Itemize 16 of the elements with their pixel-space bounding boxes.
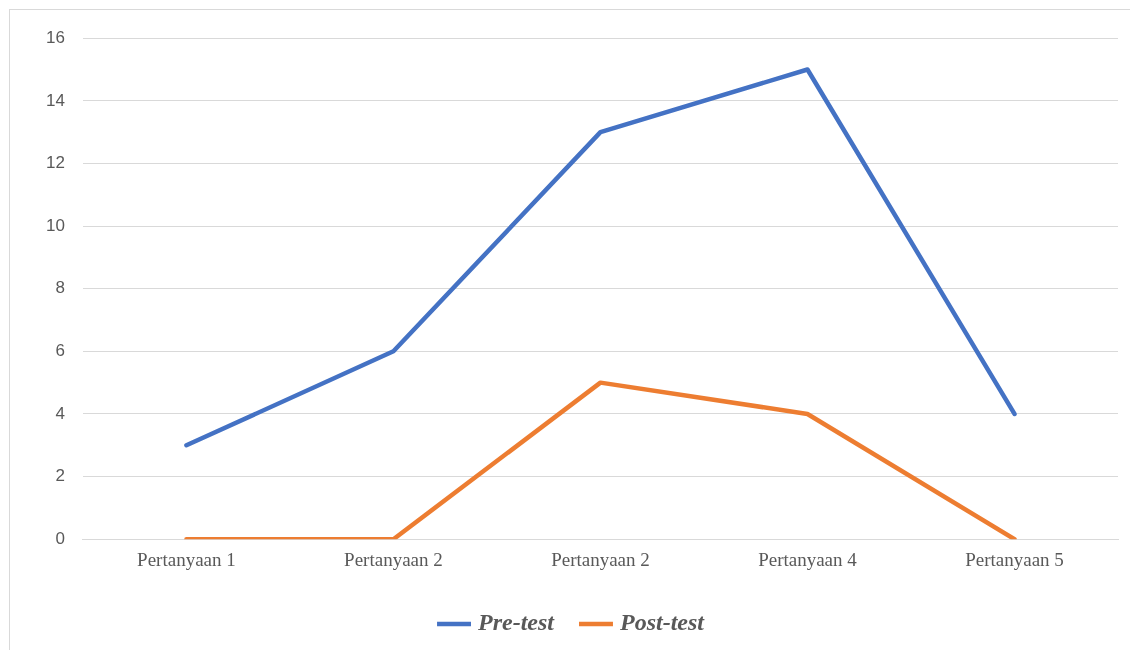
- y-tick-label: 0: [55, 528, 65, 548]
- y-tick-label: 10: [45, 215, 65, 235]
- legend-label: Pre-test: [477, 609, 556, 636]
- y-tick-label: 14: [45, 90, 65, 110]
- x-tick-label: Pertanyaan 2: [344, 548, 443, 570]
- y-tick-label: 4: [55, 403, 65, 423]
- x-tick-label: Pertanyaan 4: [758, 548, 858, 570]
- y-tick-label: 12: [45, 153, 65, 173]
- legend-label: Post-test: [618, 609, 706, 636]
- x-tick-label: Pertanyaan 2: [551, 548, 650, 570]
- x-tick-label: Pertanyaan 1: [137, 548, 236, 570]
- y-tick-label: 8: [55, 278, 65, 298]
- y-tick-label: 2: [55, 466, 65, 486]
- y-tick-label: 16: [45, 27, 65, 47]
- y-tick-label: 6: [55, 341, 65, 361]
- x-tick-label: Pertanyaan 5: [965, 548, 1064, 570]
